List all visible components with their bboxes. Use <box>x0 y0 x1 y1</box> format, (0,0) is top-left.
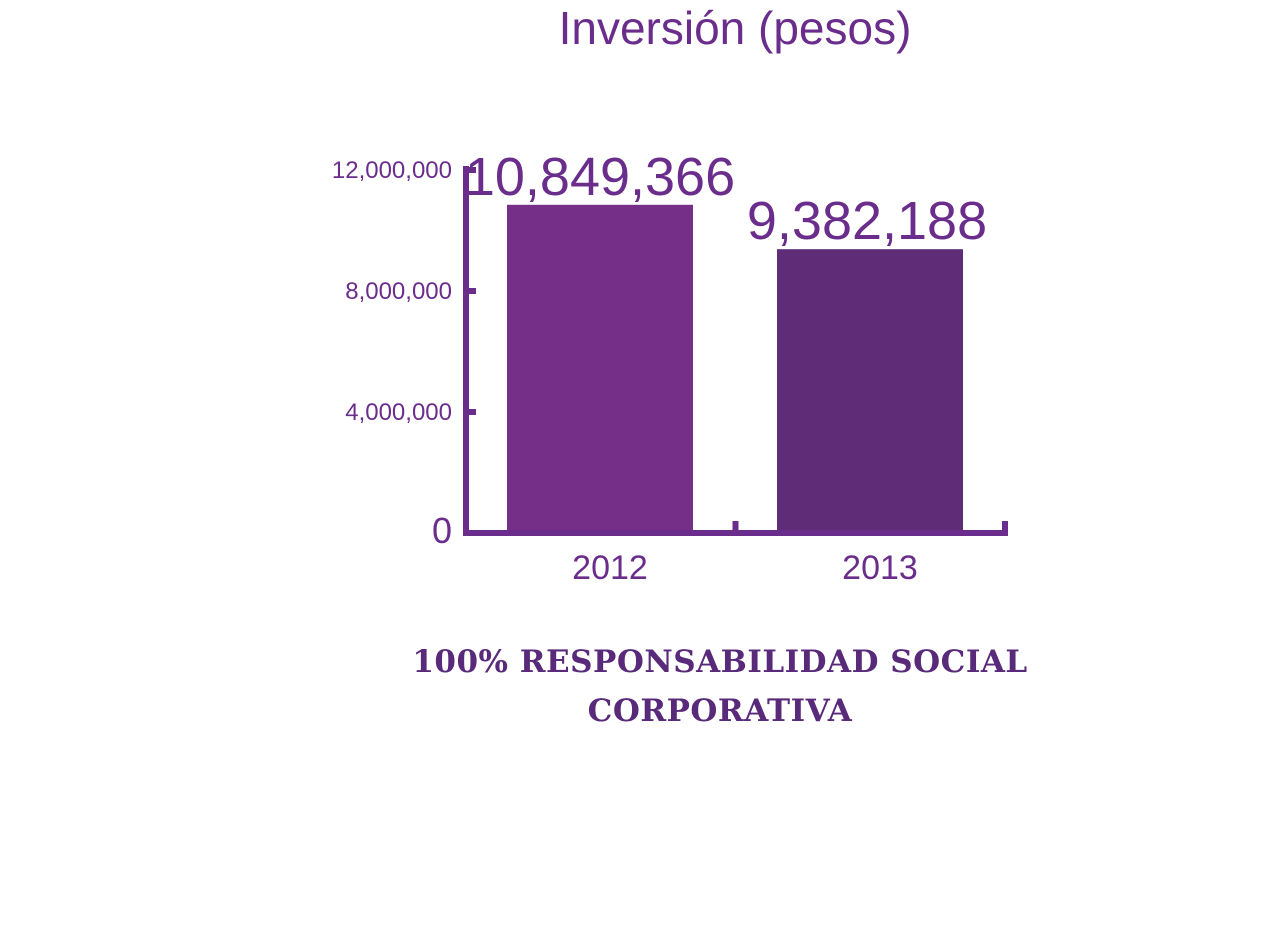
y-tick-label: 12,000,000 <box>332 157 452 184</box>
bar <box>777 249 963 530</box>
data-label: 10,849,366 <box>465 147 735 207</box>
x-tick-label: 2013 <box>842 549 918 587</box>
y-tick-label: 0 <box>432 510 452 551</box>
chart-labels: 2012 10,849,366 2013 9,382,188 <box>465 147 987 587</box>
y-tick-label: 4,000,000 <box>345 399 452 426</box>
x-tick-label: 2012 <box>572 549 648 587</box>
data-label: 9,382,188 <box>747 191 987 251</box>
bar <box>507 204 693 530</box>
chart-bars <box>507 204 963 530</box>
footer-line-1: 100% RESPONSABILIDAD SOCIAL <box>412 644 1027 680</box>
y-tick-label: 8,000,000 <box>345 278 452 305</box>
chart-axes: 0 4,000,000 8,000,000 12,000,000 <box>332 157 1008 551</box>
chart-title: Inversión (pesos) <box>559 2 912 54</box>
footer-line-2: CORPORATIVA <box>588 693 853 729</box>
